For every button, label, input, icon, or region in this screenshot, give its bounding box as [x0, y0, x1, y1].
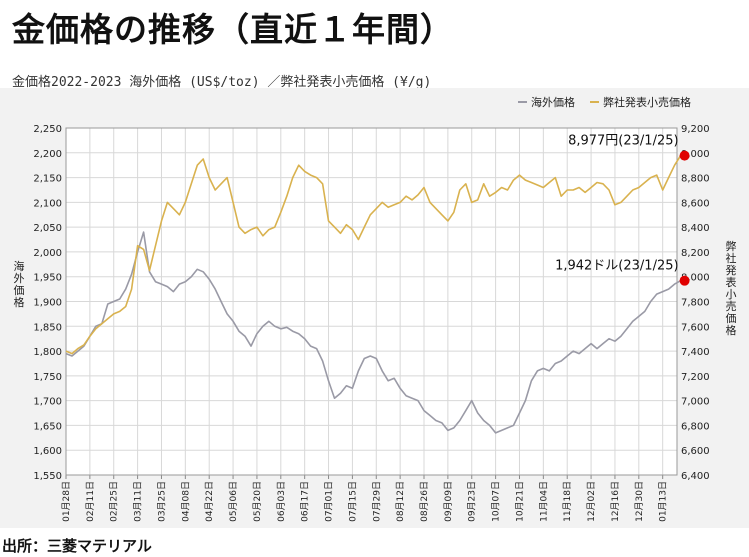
- y-axis-title-left: 海外価格: [14, 259, 25, 309]
- y-tick-label-left: 2,000: [33, 248, 62, 259]
- y-tick-label-left: 1,900: [33, 298, 62, 309]
- y-tick-label-right: 9,200: [681, 124, 710, 135]
- x-tick-label: 03月25日: [156, 481, 167, 522]
- x-tick-label: 05月20日: [252, 481, 263, 522]
- x-tick-label: 08月26日: [419, 481, 430, 522]
- source-note: 出所：三菱マテリアル: [2, 537, 152, 555]
- x-tick-label: 07月15日: [347, 481, 358, 522]
- y-tick-label-right: 8,200: [681, 248, 710, 259]
- legend-label: 弊社発表小売価格: [603, 95, 691, 109]
- x-tick-label: 11月04日: [538, 481, 549, 522]
- y-tick-label-left: 2,050: [33, 223, 62, 234]
- y-tick-label-right: 6,600: [681, 446, 710, 457]
- x-tick-label: 06月03日: [276, 481, 287, 522]
- y-tick-label-left: 2,100: [33, 198, 62, 209]
- y-tick-label-left: 1,550: [33, 471, 62, 482]
- y-tick-label-left: 2,200: [33, 149, 62, 160]
- latest-value-marker: [679, 150, 690, 161]
- x-tick-label: 06月17日: [300, 481, 311, 522]
- x-tick-label: 01月28日: [61, 481, 72, 522]
- x-tick-label: 12月16日: [610, 481, 621, 522]
- y-tick-label-right: 7,600: [681, 322, 710, 333]
- y-tick-label-right: 7,000: [681, 397, 710, 408]
- y-tick-label-right: 7,200: [681, 372, 710, 383]
- y-tick-label-right: 8,000: [681, 273, 710, 284]
- legend-label: 海外価格: [531, 95, 575, 109]
- gold-price-chart: 1,550 6,400 1,600 6,600 1,650 6,800 1,700 7,000…: [14, 95, 737, 522]
- x-tick-label: 04月22日: [204, 481, 215, 522]
- chart-subtitle: 金価格2022-2023 海外価格 (US$/toz) ／弊社発表小売価格 (¥…: [12, 75, 432, 90]
- x-tick-label: 01月13日: [658, 481, 669, 522]
- x-tick-label: 02月11日: [85, 481, 96, 522]
- y-tick-label-left: 1,700: [33, 397, 62, 408]
- x-tick-label: 09月09日: [443, 481, 454, 522]
- x-tick-label: 12月30日: [634, 481, 645, 522]
- y-tick-label-right: 6,400: [681, 471, 710, 482]
- y-tick-label-right: 8,600: [681, 198, 710, 209]
- series-line: [65, 231, 681, 434]
- y-tick-label-left: 1,800: [33, 347, 62, 358]
- x-tick-label: 07月01日: [324, 481, 335, 522]
- y-tick-label-right: 7,800: [681, 298, 710, 309]
- annotation-label: 8,977円(23/1/25): [568, 134, 678, 149]
- y-tick-label-right: 7,400: [681, 347, 710, 358]
- x-tick-label: 10月21日: [514, 481, 525, 522]
- x-tick-label: 04月08日: [180, 481, 191, 522]
- y-tick-label-right: 8,800: [681, 174, 710, 185]
- y-tick-label-right: 6,800: [681, 421, 710, 432]
- x-tick-label: 08月12日: [395, 481, 406, 522]
- x-tick-label: 10月07日: [491, 481, 502, 522]
- y-tick-label-left: 2,150: [33, 174, 62, 185]
- x-tick-label: 09月23日: [467, 481, 478, 522]
- y-tick-label-right: 9,000: [681, 149, 710, 160]
- y-axis-title-right: 弊社発表小売価格: [726, 240, 737, 337]
- x-tick-label: 12月02日: [586, 481, 597, 522]
- y-tick-label-left: 1,850: [33, 322, 62, 333]
- chart-area: 1,550 6,400 1,600 6,600 1,650 6,800 1,700 7,000…: [0, 88, 749, 528]
- x-tick-label: 11月18日: [562, 481, 573, 522]
- y-tick-label-right: 8,400: [681, 223, 710, 234]
- y-tick-label-left: 1,600: [33, 446, 62, 457]
- series-line: [65, 155, 682, 355]
- page-title: 金価格の推移（直近１年間）: [12, 10, 454, 49]
- latest-value-marker: [679, 275, 690, 286]
- plot-frame: [65, 127, 678, 476]
- y-tick-label-left: 1,750: [33, 372, 62, 383]
- x-tick-label: 02月25日: [109, 481, 120, 522]
- y-tick-label-left: 1,650: [33, 421, 62, 432]
- y-tick-label-left: 2,250: [33, 124, 62, 135]
- y-tick-label-left: 1,950: [33, 273, 62, 284]
- x-tick-label: 03月11日: [133, 481, 144, 522]
- x-tick-label: 07月29日: [371, 481, 382, 522]
- annotation-label: 1,942ドル(23/1/25): [555, 259, 678, 274]
- x-tick-label: 05月06日: [228, 481, 239, 522]
